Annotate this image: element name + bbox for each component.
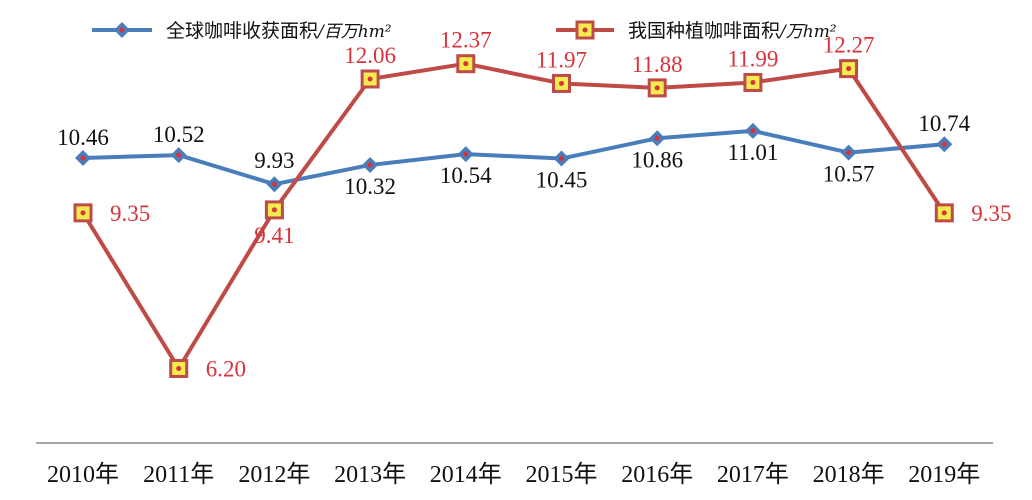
china-point-dot [750,79,756,85]
china-point-dot [176,365,182,371]
legend-item-china: 我国种植咖啡面积/万hm² [556,20,837,42]
china-point-dot [271,207,277,213]
global-data-label: 11.01 [727,140,778,165]
x-tick-label: 2017年 [717,461,789,488]
x-tick-label: 2014年 [430,461,502,488]
china-data-label: 9.35 [971,201,1011,226]
svg-text:全球咖啡收获面积/百万hm²: 全球咖啡收获面积/百万hm² [166,20,392,42]
x-tick-label: 2016年 [621,461,693,488]
legend-china-unit: /万hm² [778,22,837,42]
series-markers [73,54,954,378]
x-tick-label: 2012年 [238,461,310,488]
china-data-label: 12.06 [344,43,396,68]
global-point-dot [559,156,564,162]
global-data-label: 10.32 [344,174,396,199]
x-tick-label: 2015年 [526,461,598,488]
legend-global-unit: /百万hm² [316,22,392,42]
china-data-label: 6.20 [206,356,246,381]
china-point-dot [846,66,852,72]
china-point-dot [941,210,947,216]
global-data-label: 10.52 [153,122,205,147]
global-point-dot [750,128,756,134]
global-point-dot [463,151,469,157]
global-point-dot [846,150,852,156]
svg-text:我国种植咖啡面积/万hm²: 我国种植咖啡面积/万hm² [628,20,837,42]
global-data-label: 10.46 [57,125,109,150]
data-labels: 10.46 10.52 9.93 10.32 10.54 10.45 10.86 11.01 1… [57,28,1011,382]
series-lines [81,61,946,371]
china-data-label: 9.41 [254,223,294,248]
global-point-dot [367,162,373,168]
china-point-dot [559,80,564,86]
china-point-dot [654,85,660,91]
global-series-line [82,128,945,187]
global-point-dot [654,135,660,141]
x-tick-label: 2013年 [334,461,406,488]
x-tick-label: 2010年 [47,461,119,488]
legend-global-label: 全球咖啡收获面积 [166,20,318,42]
china-point-dot [80,210,86,216]
china-point-dot [367,76,373,82]
global-point-dot [941,141,947,147]
global-data-label: 10.45 [536,168,588,193]
global-point-dot [80,155,86,161]
x-axis-ticks: 2010年 2011年 2012年 2013年 2014年 2015年 2016年 2017年… [47,461,980,488]
global-data-label: 9.93 [254,148,294,173]
legend-item-global: 全球咖啡收获面积/百万hm² [92,20,392,42]
china-series-line [81,61,946,371]
global-data-label: 10.57 [823,162,875,187]
legend-diamond-dot-icon [119,27,125,33]
china-point-dot [463,61,469,67]
china-data-label: 12.37 [440,28,492,53]
china-data-label: 11.97 [536,47,587,72]
global-point-dot [176,152,182,158]
x-tick-label: 2018年 [813,461,885,488]
global-data-label: 10.86 [631,147,683,172]
global-data-label: 10.54 [440,163,492,188]
china-data-label: 9.35 [110,201,150,226]
china-data-label: 11.88 [632,52,683,77]
china-data-label: 12.27 [823,33,875,58]
x-tick-label: 2019年 [908,461,980,488]
legend: 全球咖啡收获面积/百万hm² 我国种植咖啡面积/万hm² [92,20,837,42]
global-data-label: 10.74 [918,111,970,136]
global-point-dot [271,181,277,187]
legend-square-dot-icon [582,27,588,33]
china-data-label: 11.99 [727,46,778,71]
x-tick-label: 2011年 [143,461,214,488]
legend-china-label: 我国种植咖啡面积 [628,20,780,42]
